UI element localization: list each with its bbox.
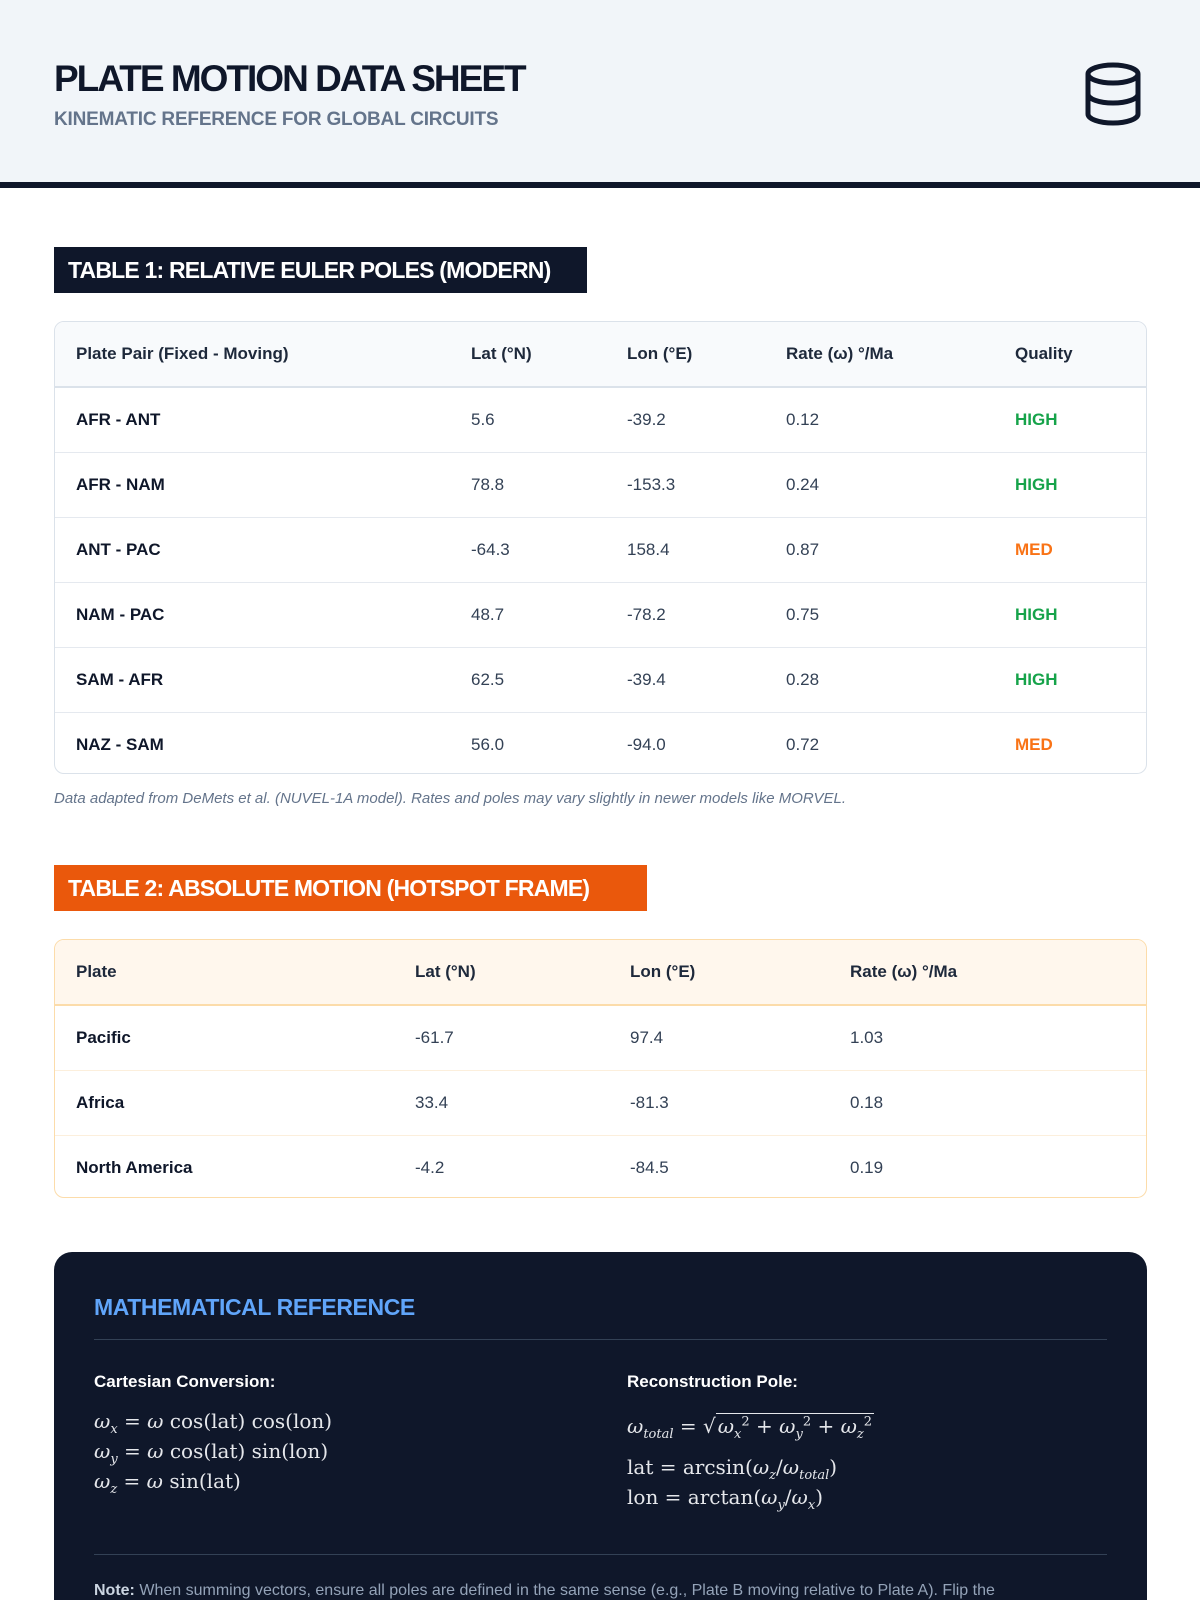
plate-pair-cell: NAM - PAC xyxy=(55,582,450,648)
lon-cell: -94.0 xyxy=(627,734,666,754)
absolute-motion-table: Plate Lat (°N) Lon (°E) Rate (ω) °/Ma Pa… xyxy=(54,939,1147,1198)
rate-cell: 0.18 xyxy=(829,1070,1146,1136)
rate-cell: 0.19 xyxy=(850,1157,884,1177)
math-reference-panel: MATHEMATICAL REFERENCE Cartesian Convers… xyxy=(54,1252,1147,1600)
column-header: Lon (°E) xyxy=(606,322,765,388)
page-title: PLATE MOTION DATA SHEET xyxy=(54,58,527,99)
divider xyxy=(94,1339,1107,1340)
math-note: Note: When summing vectors, ensure all p… xyxy=(94,1582,995,1600)
table-row: AFR - ANT 5.6 -39.2 0.12 HIGH xyxy=(55,387,1146,453)
relative-euler-poles-table: Plate Pair (Fixed - Moving) Lat (°N) Lon… xyxy=(54,321,1147,774)
column-header: Plate xyxy=(55,940,394,1006)
lon-cell: 97.4 xyxy=(609,1005,829,1071)
equation-omega-x: ωx = ω cos(lat) cos(lon) xyxy=(94,1409,333,1437)
plate-cell: North America xyxy=(76,1157,193,1177)
column-header: Lon (°E) xyxy=(609,940,829,1006)
plate-pair-cell: AFR - NAM xyxy=(55,452,450,518)
lat-cell: -61.7 xyxy=(394,1005,609,1071)
math-reference-title: MATHEMATICAL REFERENCE xyxy=(94,1294,415,1320)
table-header-row: Plate Pair (Fixed - Moving) Lat (°N) Lon… xyxy=(55,322,1146,388)
table-row: SAM - AFR 62.5 -39.4 0.28 HIGH xyxy=(55,647,1146,713)
table-row: Africa 33.4 -81.3 0.18 xyxy=(55,1070,1146,1136)
plate-pair-cell: NAZ - SAM xyxy=(76,734,164,754)
quality-badge: HIGH xyxy=(994,452,1146,518)
plate-cell: Pacific xyxy=(55,1005,394,1071)
reconstruction-pole-heading: Reconstruction Pole: xyxy=(627,1372,798,1391)
lat-cell: 48.7 xyxy=(450,582,606,648)
plate-pair-cell: SAM - AFR xyxy=(55,647,450,713)
lon-cell: -153.3 xyxy=(606,452,765,518)
rate-cell: 1.03 xyxy=(829,1005,1146,1071)
table1-footnote: Data adapted from DeMets et al. (NUVEL-1… xyxy=(54,790,846,807)
lat-cell: 56.0 xyxy=(471,734,505,754)
rate-cell: 0.72 xyxy=(786,734,820,754)
table-row: AFR - NAM 78.8 -153.3 0.24 HIGH xyxy=(55,452,1146,518)
rate-cell: 0.75 xyxy=(765,582,994,648)
quality-badge: MED xyxy=(994,517,1146,583)
equation-omega-y: ωy = ω cos(lat) sin(lon) xyxy=(94,1439,329,1467)
table-row: NAZ - SAM 56.0 -94.0 0.72 MED xyxy=(55,712,1146,773)
rate-cell: 0.28 xyxy=(765,647,994,713)
page-subtitle: KINEMATIC REFERENCE FOR GLOBAL CIRCUITS xyxy=(54,109,499,130)
equation-latitude: lat = arcsin(ωz/ωtotal) xyxy=(627,1455,838,1483)
divider xyxy=(94,1554,1107,1555)
table2-title: TABLE 2: ABSOLUTE MOTION (HOTSPOT FRAME) xyxy=(54,865,647,911)
plate-pair-cell: ANT - PAC xyxy=(55,517,450,583)
lat-cell: 62.5 xyxy=(450,647,606,713)
equation-omega-z: ωz = ω sin(lat) xyxy=(94,1469,241,1497)
table-row: NAM - PAC 48.7 -78.2 0.75 HIGH xyxy=(55,582,1146,648)
lat-cell: 5.6 xyxy=(450,387,606,453)
plate-cell: Africa xyxy=(55,1070,394,1136)
column-header: Rate (ω) °/Ma xyxy=(765,322,994,388)
lat-cell: 33.4 xyxy=(394,1070,609,1136)
rate-cell: 0.24 xyxy=(765,452,994,518)
lon-cell: 158.4 xyxy=(606,517,765,583)
table-row: Pacific -61.7 97.4 1.03 xyxy=(55,1005,1146,1071)
column-header: Rate (ω) °/Ma xyxy=(829,940,1146,1006)
quality-badge: HIGH xyxy=(994,647,1146,713)
lat-cell: 78.8 xyxy=(450,452,606,518)
quality-badge: HIGH xyxy=(994,387,1146,453)
lon-cell: -78.2 xyxy=(606,582,765,648)
column-header: Plate Pair (Fixed - Moving) xyxy=(55,322,450,388)
rate-cell: 0.87 xyxy=(765,517,994,583)
quality-badge: MED xyxy=(1015,734,1053,754)
column-header: Lat (°N) xyxy=(450,322,606,388)
equation-longitude: lon = arctan(ωy/ωx) xyxy=(627,1485,824,1513)
table-row: ANT - PAC -64.3 158.4 0.87 MED xyxy=(55,517,1146,583)
column-header: Lat (°N) xyxy=(394,940,609,1006)
table1-title: TABLE 1: RELATIVE EULER POLES (MODERN) xyxy=(54,247,587,293)
page-header: PLATE MOTION DATA SHEET KINEMATIC REFERE… xyxy=(0,0,1200,188)
lon-cell: -39.2 xyxy=(606,387,765,453)
equation-omega-total: ωtotal = √ ωx2 + ωy2 + ωz2 xyxy=(627,1413,875,1442)
table-header-row: Plate Lat (°N) Lon (°E) Rate (ω) °/Ma xyxy=(55,940,1146,1006)
plate-pair-cell: AFR - ANT xyxy=(55,387,450,453)
note-text: When summing vectors, ensure all poles a… xyxy=(139,1582,995,1599)
lon-cell: -81.3 xyxy=(609,1070,829,1136)
column-header: Quality xyxy=(994,322,1146,388)
lat-cell: -4.2 xyxy=(415,1157,445,1177)
lon-cell: -39.4 xyxy=(606,647,765,713)
cartesian-conversion-heading: Cartesian Conversion: xyxy=(94,1372,276,1391)
note-label: Note: xyxy=(94,1582,135,1599)
lon-cell: -84.5 xyxy=(630,1157,669,1177)
quality-badge: HIGH xyxy=(994,582,1146,648)
rate-cell: 0.12 xyxy=(765,387,994,453)
table-row: North America -4.2 -84.5 0.19 xyxy=(55,1135,1146,1197)
lat-cell: -64.3 xyxy=(450,517,606,583)
database-icon xyxy=(1085,62,1141,126)
